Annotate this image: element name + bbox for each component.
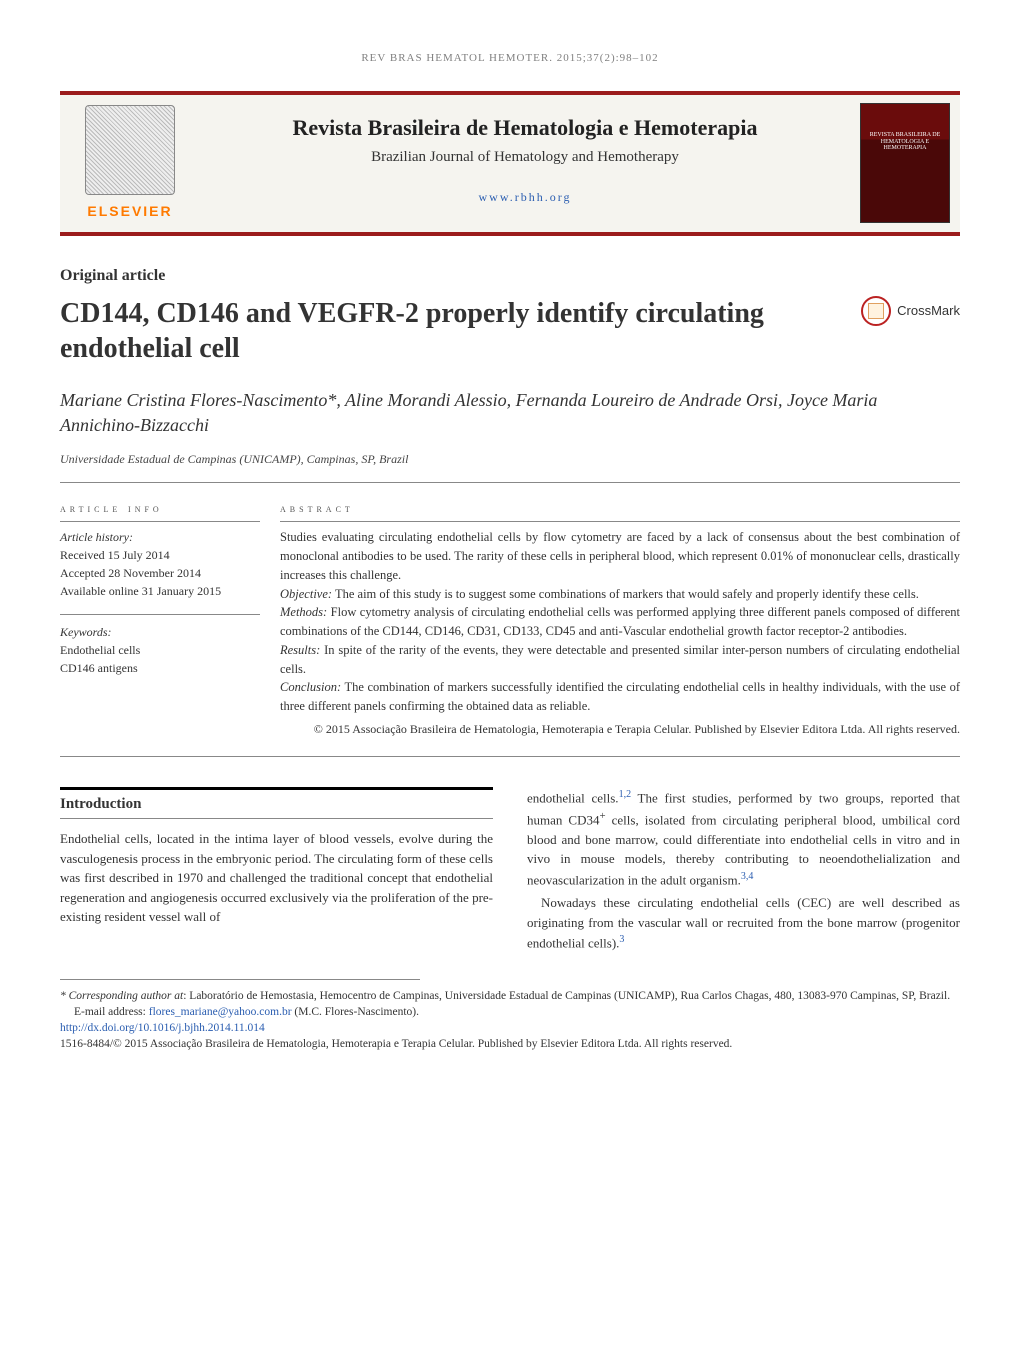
publisher-name: ELSEVIER	[87, 201, 172, 222]
abstract-results: Results: In spite of the rarity of the e…	[280, 641, 960, 679]
received-line: Received 15 July 2014	[60, 546, 260, 564]
objective-label: Objective:	[280, 587, 332, 601]
accepted-line: Accepted 28 November 2014	[60, 564, 260, 582]
email-suffix: (M.C. Flores-Nascimento).	[292, 1006, 419, 1018]
journal-cover-thumb: REVISTA BRASILEIRA DE HEMATOLOGIA E HEMO…	[860, 103, 950, 223]
introduction-heading: Introduction	[60, 787, 493, 820]
crossmark-label: CrossMark	[897, 301, 960, 321]
banner-cover: REVISTA BRASILEIRA DE HEMATOLOGIA E HEMO…	[850, 95, 960, 232]
corresponding-author: * Corresponding author at: Laboratório d…	[60, 988, 960, 1004]
corresponding-label: * Corresponding author at	[60, 990, 183, 1002]
crossmark-icon-inner	[868, 303, 884, 319]
ref-1-2[interactable]: 1,2	[619, 789, 632, 800]
article-title: CD144, CD146 and VEGFR-2 properly identi…	[60, 296, 861, 366]
results-text: In spite of the rarity of the events, th…	[280, 643, 960, 676]
abstract-methods: Methods: Flow cytometry analysis of circ…	[280, 603, 960, 641]
intro-para-1-cont: endothelial cells.1,2 The first studies,…	[527, 787, 960, 889]
abstract-heading: abstract	[280, 501, 960, 523]
keyword-1: Endothelial cells	[60, 641, 260, 659]
crossmark-icon	[861, 296, 891, 326]
publisher-logo-block: ELSEVIER	[60, 95, 200, 232]
elsevier-tree-icon	[85, 105, 175, 195]
col2-p2a: Nowadays these circulating endothelial c…	[527, 895, 960, 950]
ref-3-4[interactable]: 3,4	[741, 871, 754, 882]
banner-center: Revista Brasileira de Hematologia e Hemo…	[200, 95, 850, 232]
journal-url[interactable]: www.rbhh.org	[208, 188, 842, 206]
keywords-block: Keywords: Endothelial cells CD146 antige…	[60, 614, 260, 677]
corresponding-text: : Laboratório de Hemostasia, Hemocentro …	[183, 990, 950, 1002]
issn-copyright-line: 1516-8484/© 2015 Associação Brasileira d…	[60, 1036, 960, 1052]
conclusion-text: The combination of markers successfully …	[280, 680, 960, 713]
journal-banner: ELSEVIER Revista Brasileira de Hematolog…	[60, 91, 960, 236]
title-row: CD144, CD146 and VEGFR-2 properly identi…	[60, 296, 960, 366]
body-col-left: Introduction Endothelial cells, located …	[60, 787, 493, 953]
article-type: Original article	[60, 264, 960, 288]
keywords-label: Keywords:	[60, 623, 260, 641]
body-columns: Introduction Endothelial cells, located …	[60, 787, 960, 953]
results-label: Results:	[280, 643, 320, 657]
footnotes: * Corresponding author at: Laboratório d…	[60, 988, 960, 1052]
author-affiliation: Universidade Estadual de Campinas (UNICA…	[60, 450, 960, 483]
conclusion-label: Conclusion:	[280, 680, 341, 694]
ref-3[interactable]: 3	[619, 934, 624, 945]
author-email[interactable]: flores_mariane@yahoo.com.br	[149, 1006, 292, 1018]
info-abstract-row: article info Article history: Received 1…	[60, 501, 960, 757]
abstract-copyright: © 2015 Associação Brasileira de Hematolo…	[280, 720, 960, 738]
article-history-block: Article history: Received 15 July 2014 A…	[60, 528, 260, 600]
objective-text: The aim of this study is to suggest some…	[332, 587, 919, 601]
keyword-2: CD146 antigens	[60, 659, 260, 677]
article-info-column: article info Article history: Received 1…	[60, 501, 280, 738]
page-root: REV BRAS HEMATOL HEMOTER. 2015;37(2):98–…	[0, 0, 1020, 1093]
journal-title: Revista Brasileira de Hematologia e Hemo…	[208, 111, 842, 144]
intro-para-2: Nowadays these circulating endothelial c…	[527, 893, 960, 953]
running-head: REV BRAS HEMATOL HEMOTER. 2015;37(2):98–…	[60, 50, 960, 67]
intro-para-1: Endothelial cells, located in the intima…	[60, 829, 493, 927]
email-line: E-mail address: flores_mariane@yahoo.com…	[60, 1004, 960, 1020]
methods-label: Methods:	[280, 605, 327, 619]
email-label: E-mail address:	[74, 1006, 149, 1018]
abstract-objective: Objective: The aim of this study is to s…	[280, 585, 960, 604]
abstract-conclusion: Conclusion: The combination of markers s…	[280, 678, 960, 716]
crossmark-badge[interactable]: CrossMark	[861, 296, 960, 326]
online-line: Available online 31 January 2015	[60, 582, 260, 600]
author-list: Mariane Cristina Flores-Nascimento*, Ali…	[60, 388, 960, 438]
journal-subtitle: Brazilian Journal of Hematology and Hemo…	[208, 146, 842, 169]
abstract-column: abstract Studies evaluating circulating …	[280, 501, 960, 738]
methods-text: Flow cytometry analysis of circulating e…	[280, 605, 960, 638]
body-col-right: endothelial cells.1,2 The first studies,…	[527, 787, 960, 953]
footnote-separator	[60, 979, 420, 980]
abstract-intro: Studies evaluating circulating endotheli…	[280, 528, 960, 584]
article-info-heading: article info	[60, 501, 260, 523]
article-history-label: Article history:	[60, 528, 260, 546]
doi-line[interactable]: http://dx.doi.org/10.1016/j.bjhh.2014.11…	[60, 1020, 960, 1036]
col2-p1a: endothelial cells.	[527, 790, 619, 805]
